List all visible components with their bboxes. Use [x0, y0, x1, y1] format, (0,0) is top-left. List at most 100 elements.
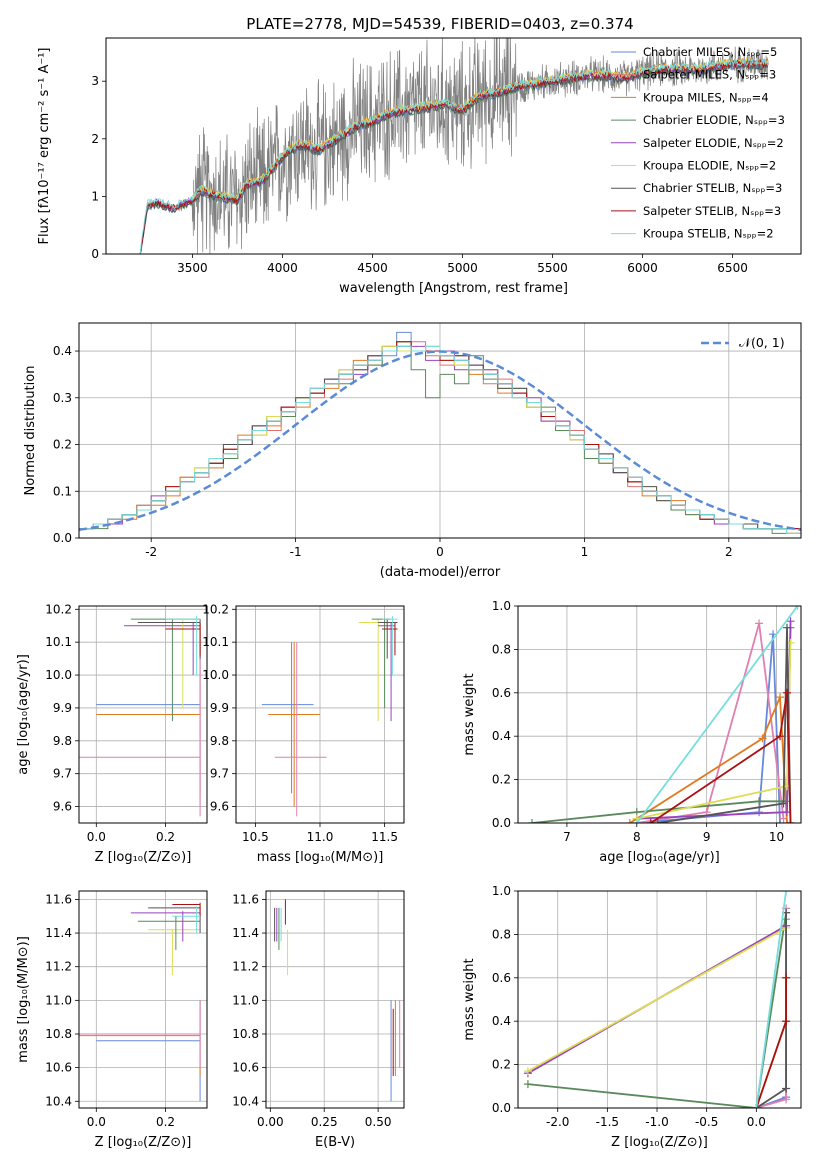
- weight_vs_z-plot-area: [518, 891, 801, 1108]
- legend-entry: Chabrier ELODIE, Nₛₚₚ=3: [643, 113, 785, 127]
- x-axis-label: E(B-V): [315, 1135, 355, 1150]
- age_vs_mass-frame: [235, 605, 405, 824]
- weight-marker: [523, 1080, 532, 1089]
- histogram-kroupa_stelib: [79, 345, 801, 538]
- weight-line-kroupa_stelib: [755, 891, 787, 1108]
- weight-marker: [776, 732, 785, 741]
- weight-marker: [786, 617, 795, 626]
- y-tick-label: 0.2: [492, 773, 511, 787]
- weight-marker: [779, 799, 788, 808]
- y-tick-label: 11.0: [45, 993, 72, 1007]
- weight-marker: [783, 623, 792, 632]
- weight-marker: [782, 1017, 791, 1026]
- mass_vs_ebv-panel: 0.00 0.25 0.50 10.4 10.6 10.8 11.0 11.2 11.4 11.6…: [232, 890, 405, 1150]
- x-tick-label: -1.5: [596, 1115, 619, 1129]
- legend-entry: Chabrier MILES, Nₛₚₚ=5: [643, 45, 777, 59]
- weight-marker: [523, 1067, 532, 1076]
- weight-line-kroupa_elodie: [527, 927, 787, 1072]
- y-tick-label: 0.2: [53, 438, 72, 452]
- weight-marker: [625, 819, 634, 823]
- weight-marker: [646, 819, 655, 823]
- x-tick-label: 7: [563, 830, 571, 844]
- weight-marker: [755, 808, 764, 817]
- x-tick-label: 2: [725, 545, 733, 559]
- x-tick-label: 10: [769, 830, 784, 844]
- age_vs_z-plot-area: [79, 606, 207, 823]
- y-tick-label: 10.2: [202, 602, 229, 616]
- mass_vs_ebv-plot-area: [266, 891, 404, 1108]
- y-tick-label: 1.0: [492, 599, 511, 613]
- y-tick-label: 10.8: [232, 1027, 259, 1041]
- weight-marker: [527, 819, 536, 823]
- weight-marker: [786, 819, 795, 823]
- y-tick-label: 11.6: [232, 892, 259, 906]
- weight-marker: [758, 734, 767, 743]
- x-tick-label: -2: [145, 545, 157, 559]
- mass_vs_z-panel: 0.0 0.2 10.4 10.6 10.8 11.0 11.2 11.4 11.6 Z [log…: [16, 890, 208, 1150]
- legend-entry: Kroupa ELODIE, Nₛₚₚ=2: [643, 159, 776, 173]
- residual_hist-plot-area: [79, 323, 801, 538]
- y-tick-label: 0.3: [53, 391, 72, 405]
- y-tick-label: 2: [91, 132, 99, 146]
- y-axis-label: Flux [fλ10⁻¹⁷ erg cm⁻² s⁻¹ A⁻¹]: [37, 48, 52, 245]
- y-tick-label: 11.6: [45, 892, 72, 906]
- weight-marker: [793, 606, 801, 610]
- x-tick-label: 9: [703, 830, 711, 844]
- x-tick-label: 10.5: [242, 830, 269, 844]
- y-axis-label: age [log₁₀(age/yr)]: [16, 654, 31, 775]
- y-tick-label: 0.4: [53, 344, 72, 358]
- y-tick-label: 0.8: [492, 642, 511, 656]
- weight_vs_age-plot-area: [518, 606, 801, 823]
- y-tick-label: 10.0: [45, 668, 72, 682]
- x-tick-label: 0.50: [365, 1115, 392, 1129]
- y-axis-label: mass weight: [462, 958, 477, 1040]
- y-tick-label: 0.6: [492, 686, 511, 700]
- y-tick-label: 9.7: [53, 767, 72, 781]
- x-axis-label: mass [log₁₀(M/M⊙)]: [257, 850, 384, 865]
- x-tick-label: 8: [633, 830, 641, 844]
- x-tick-label: 4500: [357, 261, 388, 275]
- mass_vs_z-plot-area: [79, 891, 207, 1108]
- y-tick-label: 9.9: [210, 701, 229, 715]
- model-line-kroupa_stelib: [139, 57, 769, 254]
- y-tick-label: 11.4: [45, 926, 72, 940]
- y-tick-label: 3: [91, 74, 99, 88]
- y-tick-label: 10.0: [202, 668, 229, 682]
- y-tick-label: 0.1: [53, 484, 72, 498]
- x-tick-label: 0.00: [257, 1115, 284, 1129]
- y-tick-label: 10.6: [45, 1061, 72, 1075]
- spectrum-panel: 3500 4000 4500 5000 5500 6000 6500 0 1 2 3 waveleng…: [37, 37, 802, 296]
- spectrum-frame: [105, 37, 802, 255]
- x-tick-label: 0.0: [87, 830, 106, 844]
- y-tick-label: 9.8: [53, 734, 72, 748]
- y-tick-label: 9.9: [53, 701, 72, 715]
- weight-line-chabrier_elodie: [527, 912, 787, 1108]
- spectrum-plot-area: [139, 38, 769, 254]
- x-tick-label: 4000: [267, 261, 298, 275]
- y-tick-label: 10.4: [45, 1094, 72, 1108]
- age_vs_z-panel: 0.0 0.2 9.6 9.7 9.8 9.9 10.0 10.1 10.2 Z [log₁₀(Z…: [16, 602, 208, 865]
- y-tick-label: 10.6: [232, 1061, 259, 1075]
- x-tick-label: 1: [581, 545, 589, 559]
- x-tick-label: 0: [436, 545, 444, 559]
- figure-title: PLATE=2778, MJD=54539, FIBERID=0403, z=0…: [246, 15, 633, 33]
- y-tick-label: 10.1: [45, 635, 72, 649]
- weight-line-kroupa_stelib: [636, 606, 799, 823]
- x-axis-label: age [log₁₀(age/yr)]: [599, 850, 720, 865]
- weight-marker: [755, 619, 764, 628]
- x-tick-label: 0.0: [747, 1115, 766, 1129]
- x-axis-label: Z [log₁₀(Z/Z⊙)]: [95, 1135, 192, 1150]
- y-tick-label: 10.2: [45, 602, 72, 616]
- residual_hist-frame: [78, 322, 802, 539]
- y-tick-label: 0.8: [492, 927, 511, 941]
- weight-marker: [782, 1084, 791, 1093]
- x-tick-label: 6000: [627, 261, 658, 275]
- x-tick-label: -1: [290, 545, 302, 559]
- y-tick-label: 11.2: [45, 960, 72, 974]
- x-tick-label: 6500: [717, 261, 748, 275]
- normal-curve: [79, 350, 801, 532]
- y-tick-label: 9.8: [210, 734, 229, 748]
- x-tick-label: 0.2: [156, 830, 175, 844]
- y-tick-label: 0.2: [492, 1058, 511, 1072]
- weight-marker: [776, 819, 785, 823]
